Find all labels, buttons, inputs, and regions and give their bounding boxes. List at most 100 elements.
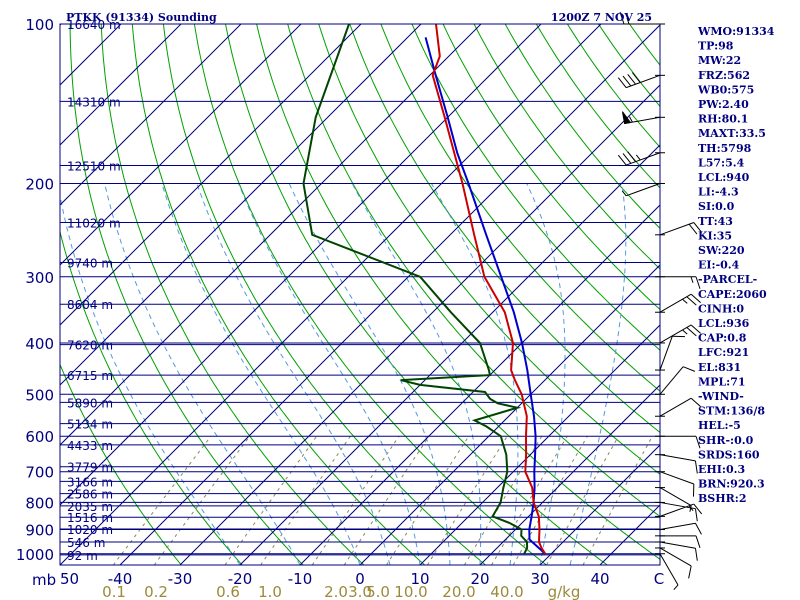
stability-index: LCL:936 — [698, 317, 750, 330]
isotherm-line — [299, 204, 660, 565]
moist-adiabat-line — [104, 183, 301, 565]
chart-title-time: 1200Z 7 NOV 25 — [551, 11, 652, 24]
height-label: 12510 m — [67, 160, 121, 174]
isotherm-line — [60, 24, 302, 266]
wind-barb-half — [682, 329, 688, 335]
stability-index: L57:5.4 — [698, 156, 745, 169]
stability-index: SHR-:0.0 — [698, 434, 754, 447]
dry-adiabat-line — [411, 24, 660, 351]
isotherm-line — [60, 24, 422, 386]
wind-barb-full — [690, 397, 701, 407]
wind-barb-full — [695, 436, 701, 449]
moist-adiabat-line — [526, 183, 566, 565]
wind-barb-full — [690, 293, 701, 303]
pressure-tick-label: 400 — [25, 335, 54, 353]
wind-barb-staff — [659, 501, 696, 510]
wind-barb — [655, 522, 702, 535]
plot-border — [59, 23, 661, 566]
wind-barb-staff — [659, 522, 696, 531]
stability-index: HEL:-5 — [698, 419, 741, 432]
pressure-tick-label: 600 — [25, 428, 54, 446]
pressure-tick-label: 700 — [25, 464, 54, 482]
wind-barb — [655, 501, 698, 522]
moist-adiabat-line — [569, 183, 627, 565]
mixing-ratio-line — [224, 435, 318, 565]
mixing-ratio-line — [112, 435, 212, 565]
wind-barb — [621, 111, 665, 125]
moist-adiabat-line — [161, 183, 361, 565]
stability-index: LI:-4.3 — [698, 186, 739, 199]
wind-barb-half — [621, 190, 627, 197]
mixing-ratio-line — [343, 435, 430, 565]
wind-barb-full — [695, 523, 702, 535]
dry-adiabat-line — [256, 24, 660, 560]
stability-index: CINH:0 — [698, 302, 744, 315]
height-label: 11020 m — [67, 217, 121, 231]
height-label: 9740 m — [67, 257, 113, 271]
mixing-ratio-label: 2.0 — [324, 583, 348, 600]
wind-barb-full — [682, 366, 696, 372]
moist-adiabat-line — [60, 193, 241, 565]
stability-index: SI:0.0 — [698, 200, 735, 213]
plot-frame — [59, 23, 661, 566]
mixing-ratio-line — [546, 435, 620, 565]
temperature-tick-label: -10 — [288, 570, 313, 588]
wind-barb-staff — [659, 397, 692, 417]
temperature-tick-label: 30 — [530, 570, 549, 588]
wind-barb — [655, 541, 698, 561]
wind-barb-full — [622, 153, 632, 164]
wind-barb-staff — [659, 547, 692, 567]
height-label: 5134 m — [67, 418, 113, 432]
pressure-tick-label: 500 — [25, 386, 54, 404]
wind-barb — [655, 293, 701, 313]
moist-adiabat-line — [431, 183, 519, 565]
height-label: 5890 m — [67, 396, 113, 410]
isotherm-line — [60, 24, 62, 26]
wind-barb-staff — [659, 553, 679, 586]
wind-barb-full — [627, 74, 636, 85]
wind-barb-half — [689, 505, 692, 512]
height-label: 1020 m — [67, 523, 113, 537]
wind-barb-full — [617, 77, 627, 88]
mixing-ratio-label: 5.0 — [366, 583, 390, 600]
dry-adiabat-line — [131, 24, 426, 565]
wind-barb-full — [693, 222, 703, 233]
stability-index: -WIND- — [698, 390, 744, 403]
chart-title-station: PTKK (91334) Sounding — [66, 11, 217, 24]
wind-barb — [619, 11, 665, 25]
wind-barb-half — [635, 154, 641, 161]
wind-barb-full — [693, 503, 703, 515]
stability-index: LCL:940 — [698, 171, 750, 184]
wind-barb — [655, 366, 696, 395]
stability-index: WB0:575 — [697, 83, 754, 96]
wind-barb-full — [688, 565, 692, 579]
dry-adiabat-line — [785, 24, 800, 565]
dry-adiabat-line — [60, 363, 182, 565]
stability-index: FRZ:562 — [698, 69, 750, 82]
isotherm-line — [60, 24, 542, 506]
stability-index: KI:35 — [698, 229, 732, 242]
stability-index: WMO:91334 — [697, 25, 775, 38]
stability-index: EI:-0.4 — [698, 259, 740, 272]
wind-barb — [655, 547, 692, 579]
moist-adiabat-line — [196, 183, 391, 565]
stability-index: EL:831 — [698, 361, 741, 374]
wind-barb-full — [695, 535, 701, 548]
wind-barb-full — [686, 296, 697, 306]
wind-barb — [621, 182, 665, 197]
temperature-tick-label: 0 — [355, 570, 365, 588]
pressure-tick-label: 900 — [25, 522, 54, 540]
wind-barb-half — [626, 17, 630, 25]
moist-adiabat-line — [351, 183, 482, 565]
height-label: 16640 m — [67, 18, 121, 32]
wind-barb — [655, 397, 701, 417]
mixing-ratio-label: 1.0 — [258, 583, 282, 600]
stability-index: MPL:71 — [698, 375, 746, 388]
height-label: 3166 m — [67, 475, 113, 489]
isotherm-line — [359, 264, 660, 565]
dry-adiabat-line — [287, 24, 660, 518]
dry-adiabat-line — [225, 24, 608, 565]
wind-barb-staff — [659, 293, 692, 313]
